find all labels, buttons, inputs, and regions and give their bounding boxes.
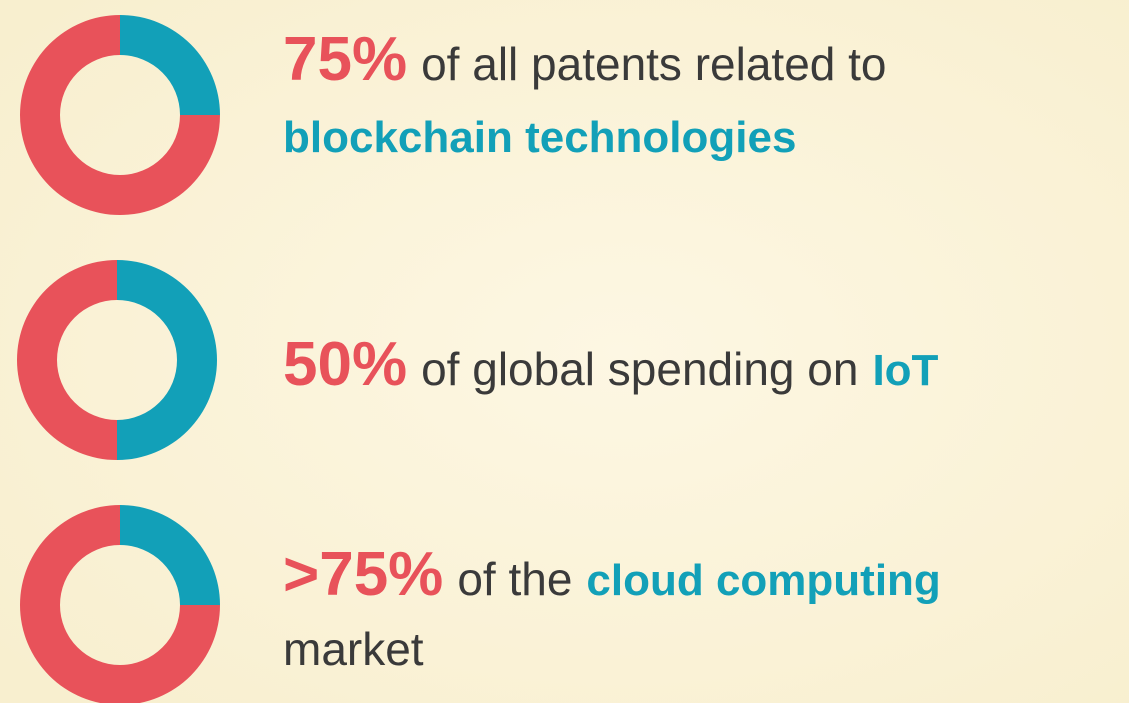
donut-segment [17, 260, 117, 460]
caption-line: >75% of the cloud computing [283, 540, 941, 609]
highlight-text: cloud computing [586, 556, 940, 605]
caption-text: of the [457, 553, 572, 605]
percent-label: >75% [283, 540, 443, 609]
caption-line: market [283, 623, 424, 675]
donut-segment [20, 15, 220, 215]
percent-label: 75% [283, 25, 407, 94]
caption-text: market [283, 623, 424, 675]
caption-line: 75% of all patents related to [283, 25, 887, 94]
caption-line: 50% of global spending on IoT [283, 330, 939, 399]
caption-text: of all patents related to [421, 38, 886, 90]
donut-segment [120, 15, 220, 115]
donut-segment [117, 260, 217, 460]
caption-text: of global spending on [421, 343, 858, 395]
caption-line: blockchain technologies [283, 113, 796, 162]
highlight-text: IoT [872, 346, 938, 395]
donut-segment [120, 505, 220, 605]
donut-segment [20, 505, 220, 703]
percent-label: 50% [283, 330, 407, 399]
highlight-text: blockchain technologies [283, 113, 796, 162]
